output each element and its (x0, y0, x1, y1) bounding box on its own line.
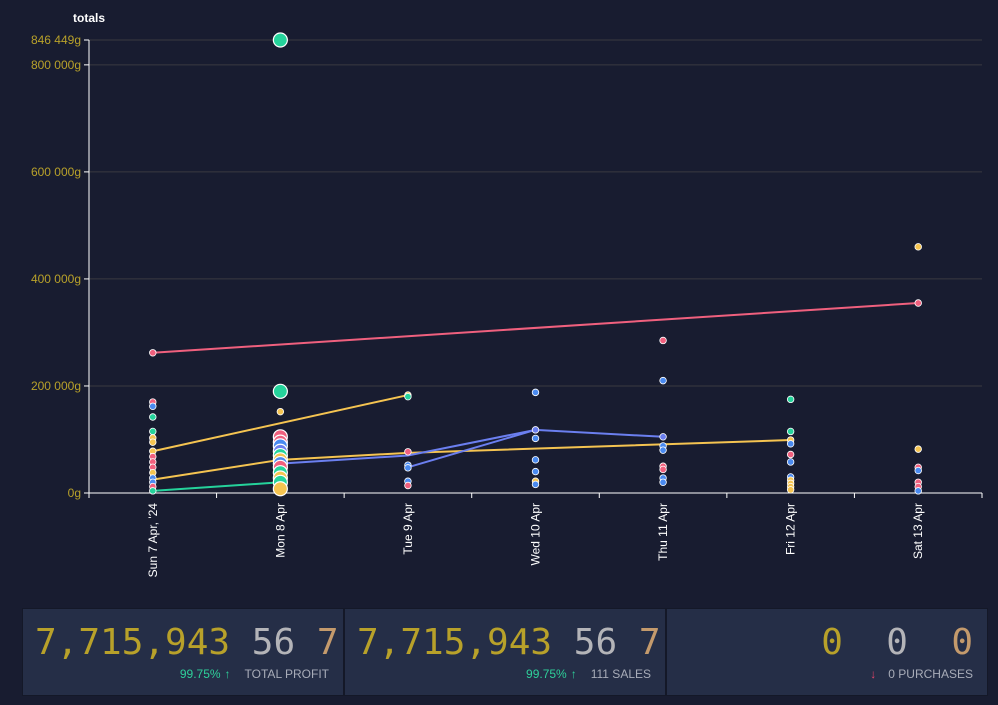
profit-subline: 99.75% ↑ TOTAL PROFIT (180, 667, 329, 681)
series-line (407, 428, 536, 469)
chart-title: totals (73, 11, 105, 25)
data-point (531, 480, 540, 489)
data-point (659, 446, 667, 454)
x-axis-ticks (88, 493, 983, 498)
data-point (659, 465, 667, 474)
x-axis-labels: Sun 7 Apr, '24 Mon 8 Apr Tue 9 Apr Wed 10 A… (146, 503, 925, 578)
sales-num3: 7 (638, 622, 661, 663)
data-point (659, 376, 667, 385)
data-point (914, 445, 922, 453)
data-point (786, 440, 795, 448)
y-tick-label: 400 000g (31, 272, 81, 286)
profit-label: TOTAL PROFIT (244, 667, 329, 681)
x-tick-label: Thu 11 Apr (656, 503, 670, 561)
stat-card-purchases: 0 0 0 ↓ 0 PURCHASES (666, 608, 988, 696)
data-point (149, 413, 157, 421)
data-point (786, 458, 795, 466)
data-point (659, 433, 667, 441)
profit-value: 7,715,943 56 7 (35, 621, 339, 665)
totals-chart: totals 0g 200 000g 400 000g 600 000g 800 000… (31, 11, 983, 578)
data-point (659, 336, 667, 345)
arrow-up-icon: ↑ (570, 667, 577, 681)
y-tick-label: 800 000g (31, 58, 81, 72)
x-tick-label: Fri 12 Apr (784, 503, 798, 555)
data-point (272, 481, 288, 497)
stat-card-profit: 7,715,943 56 7 99.75% ↑ TOTAL PROFIT (22, 608, 344, 696)
purchases-num3: 0 (951, 622, 973, 663)
series-line (152, 302, 919, 354)
data-point (531, 426, 540, 434)
series-line (152, 481, 281, 492)
data-point (531, 467, 540, 476)
data-points (149, 32, 922, 497)
data-point (149, 487, 157, 495)
data-point (149, 438, 157, 446)
y-tick-label: 846 449g (31, 33, 81, 47)
data-point (786, 427, 795, 436)
data-point (149, 427, 157, 436)
data-point (149, 349, 157, 357)
x-tick-label: Sat 13 Apr (911, 503, 925, 559)
x-tick-label: Mon 8 Apr (273, 503, 287, 558)
purchases-num2: 0 (886, 622, 908, 663)
purchases-amount: 0 (821, 622, 843, 663)
profit-percent: 99.75% (179, 667, 221, 681)
y-tick-label: 600 000g (31, 165, 81, 179)
y-tick-label: 200 000g (31, 379, 81, 393)
purchases-value: 0 0 0 (821, 621, 973, 665)
profit-amount: 7,715,943 (35, 622, 231, 663)
data-point (531, 434, 540, 443)
purchases-subline: ↓ 0 PURCHASES (870, 667, 973, 681)
data-point (659, 478, 667, 486)
purchases-label: 0 PURCHASES (888, 667, 973, 681)
grid (84, 39, 982, 494)
sales-value: 7,715,943 56 7 (357, 621, 661, 665)
y-axis-labels: 0g 200 000g 400 000g 600 000g 800 000g 846 44… (31, 33, 81, 500)
data-point (149, 402, 157, 411)
sales-num2: 56 (573, 622, 618, 663)
data-point (914, 299, 922, 307)
profit-num2: 56 (251, 622, 296, 663)
series-line (152, 439, 791, 481)
data-point (272, 32, 288, 48)
series-line (280, 428, 664, 465)
x-tick-label: Sun 7 Apr, '24 (146, 503, 160, 578)
profit-num3: 7 (316, 622, 339, 663)
sales-label: 111 SALES (590, 667, 651, 681)
stats-bar: 7,715,943 56 7 99.75% ↑ TOTAL PROFIT 7,715… (22, 608, 988, 696)
data-point (914, 487, 922, 495)
sales-amount: 7,715,943 (357, 622, 553, 663)
x-tick-label: Wed 10 Apr (529, 503, 543, 565)
data-point (404, 392, 412, 401)
data-point (531, 456, 540, 464)
arrow-down-icon: ↓ (870, 667, 877, 681)
data-point (404, 448, 412, 456)
data-point (914, 466, 922, 475)
sales-subline: 99.75% ↑ 111 SALES (526, 667, 651, 681)
data-point (531, 388, 540, 397)
data-point (272, 383, 288, 399)
y-tick-label: 0g (68, 486, 81, 500)
series-lines (152, 302, 919, 492)
series-line (152, 394, 409, 453)
x-tick-label: Tue 9 Apr (401, 503, 415, 555)
data-point (786, 395, 795, 404)
data-point (404, 481, 412, 490)
data-point (404, 464, 412, 472)
data-point (786, 486, 795, 494)
arrow-up-icon: ↑ (224, 667, 231, 681)
data-point (786, 450, 795, 459)
stat-card-sales: 7,715,943 56 7 99.75% ↑ 111 SALES (344, 608, 666, 696)
sales-percent: 99.75% (526, 667, 567, 681)
data-point (276, 407, 285, 416)
data-point (914, 243, 922, 251)
